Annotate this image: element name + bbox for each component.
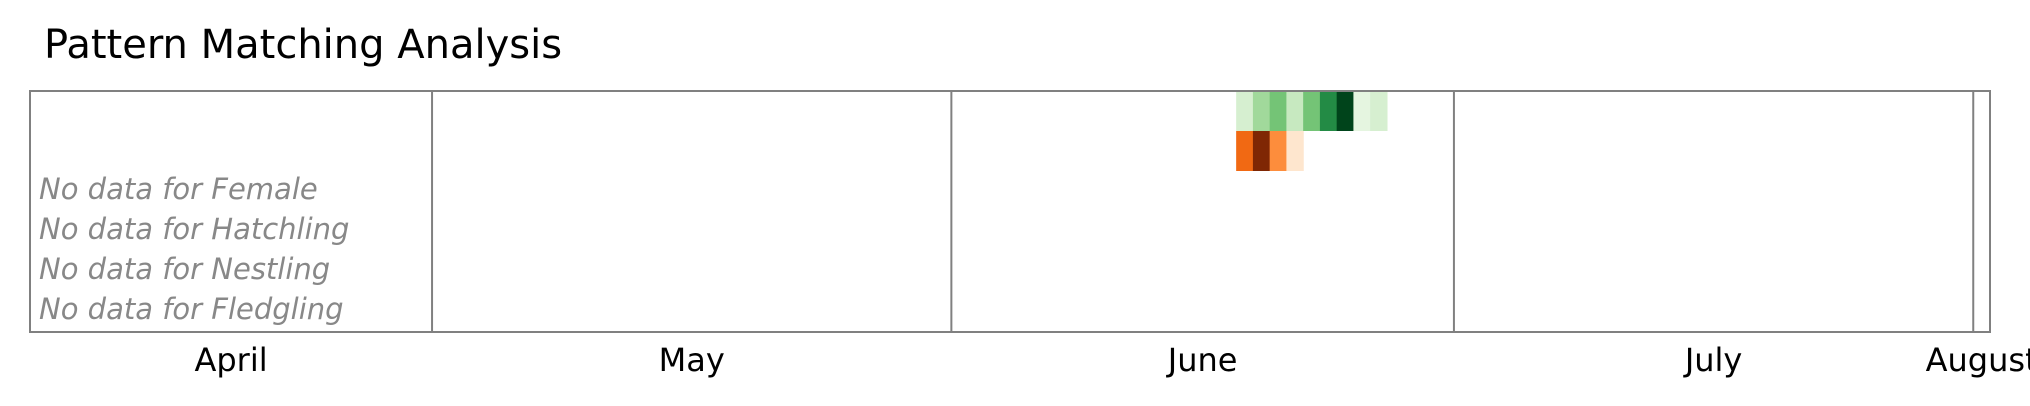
heatmap-cell (1236, 91, 1254, 131)
no-data-labels: No data for Female No data for Hatchling N… (39, 172, 349, 326)
no-data-label: No data for Hatchling (39, 212, 349, 246)
heatmap-cells (1236, 91, 1388, 171)
heatmap-cell (1269, 131, 1288, 171)
no-data-label: No data for Female (39, 172, 318, 206)
heatmap-cell (1269, 91, 1288, 131)
x-tick-label: April (194, 341, 267, 379)
x-tick-label: May (659, 341, 725, 379)
heatmap-cell (1252, 131, 1271, 171)
heatmap-cell (1303, 91, 1321, 131)
no-data-label: No data for Fledgling (39, 292, 344, 326)
heatmap-cell (1336, 91, 1355, 131)
heatmap-cell (1286, 131, 1304, 171)
heatmap-cell (1236, 131, 1254, 171)
heatmap-cell (1370, 91, 1388, 131)
x-tick-label: July (1683, 341, 1743, 379)
plot-frame (29, 90, 1991, 333)
no-data-label: No data for Nestling (39, 252, 330, 286)
x-tick-labels: April May June July August (194, 341, 2030, 379)
chart-title: Pattern Matching Analysis (44, 22, 563, 68)
heatmap-cell (1286, 91, 1304, 131)
heatmap-cell (1353, 91, 1371, 131)
x-tick-label: August (1926, 341, 2030, 379)
month-gridlines (431, 91, 1975, 332)
x-tick-label: June (1166, 341, 1238, 379)
heatmap-cell (1252, 91, 1271, 131)
heatmap-cell (1319, 91, 1338, 131)
